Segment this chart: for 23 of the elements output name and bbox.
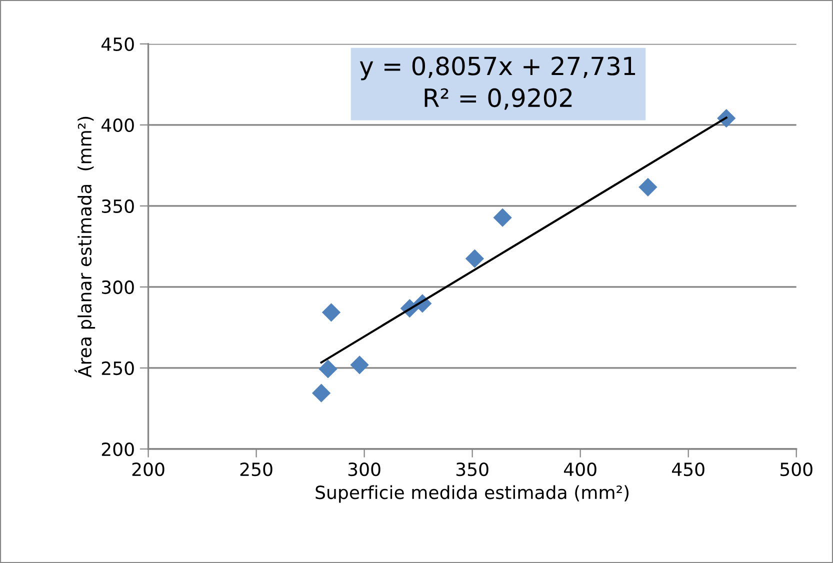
point: [318, 360, 338, 378]
point: [465, 249, 484, 268]
y-tick-label: 400: [102, 118, 134, 132]
x-tick-label: 300: [348, 462, 380, 476]
x-tick-label: 200: [132, 462, 164, 476]
x-tick-label: 250: [240, 462, 272, 476]
y-tick-label: 250: [102, 361, 134, 376]
y-tick-label: 200: [102, 442, 134, 456]
annotation: y = 0,8057x + 27,731 R² = 0,9202: [360, 56, 636, 110]
point: [493, 208, 512, 227]
x-tick-label: 350: [456, 462, 488, 476]
y-tick-label: 350: [102, 199, 134, 214]
y-tick-label: 300: [102, 280, 134, 294]
y-tick-label: 450: [102, 37, 134, 52]
x-tick-label: 450: [672, 462, 704, 476]
x-tick-label: 400: [564, 462, 596, 476]
x-tick-label: 500: [780, 462, 812, 476]
point: [312, 384, 331, 402]
x-axis-title: Superficie medida estimada (mm²): [316, 485, 629, 503]
point: [322, 303, 341, 322]
point: [350, 356, 369, 374]
point: [638, 178, 658, 196]
y-axis-title: Área planar estimada (mm²): [74, 116, 96, 378]
